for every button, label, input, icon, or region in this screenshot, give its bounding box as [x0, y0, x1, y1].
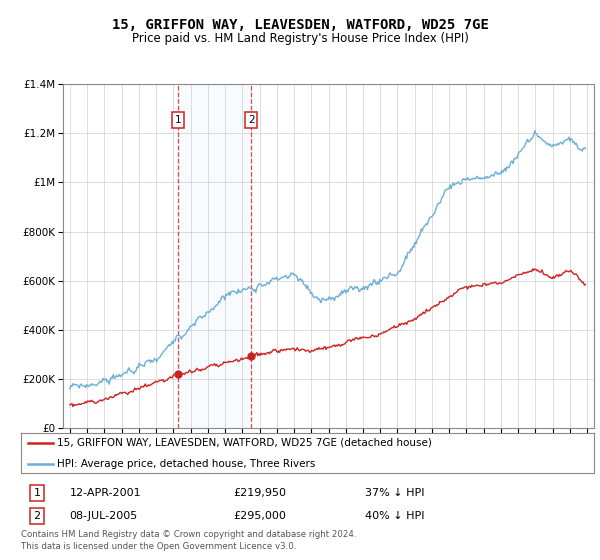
- Text: Price paid vs. HM Land Registry's House Price Index (HPI): Price paid vs. HM Land Registry's House …: [131, 32, 469, 45]
- Text: 12-APR-2001: 12-APR-2001: [70, 488, 142, 498]
- Text: HPI: Average price, detached house, Three Rivers: HPI: Average price, detached house, Thre…: [56, 459, 315, 469]
- Text: 40% ↓ HPI: 40% ↓ HPI: [365, 511, 424, 521]
- Text: 2: 2: [34, 511, 41, 521]
- Text: 15, GRIFFON WAY, LEAVESDEN, WATFORD, WD25 7GE: 15, GRIFFON WAY, LEAVESDEN, WATFORD, WD2…: [112, 18, 488, 32]
- Text: £295,000: £295,000: [233, 511, 286, 521]
- Text: 1: 1: [175, 115, 181, 125]
- Bar: [178, 84, 251, 428]
- Text: 2: 2: [248, 115, 254, 125]
- Text: 37% ↓ HPI: 37% ↓ HPI: [365, 488, 424, 498]
- Text: 15, GRIFFON WAY, LEAVESDEN, WATFORD, WD25 7GE (detached house): 15, GRIFFON WAY, LEAVESDEN, WATFORD, WD2…: [56, 438, 431, 448]
- Text: £219,950: £219,950: [233, 488, 286, 498]
- Text: 1: 1: [34, 488, 41, 498]
- Text: Contains HM Land Registry data © Crown copyright and database right 2024.
This d: Contains HM Land Registry data © Crown c…: [21, 530, 356, 550]
- Text: 08-JUL-2005: 08-JUL-2005: [70, 511, 138, 521]
